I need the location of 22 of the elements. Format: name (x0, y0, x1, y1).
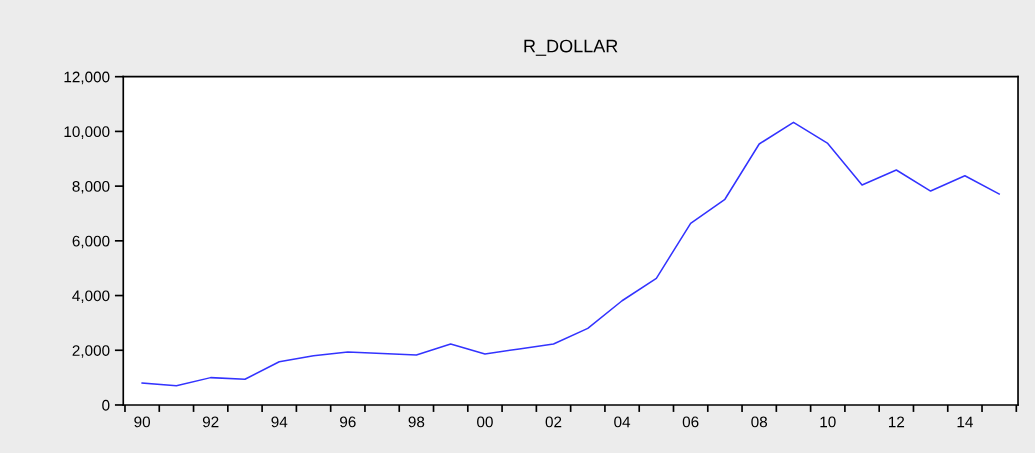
y-tick-label: 12,000 (64, 71, 110, 85)
x-tick-label: 96 (340, 416, 356, 428)
x-tick-label: 14 (957, 416, 973, 428)
x-tick-label: 04 (614, 416, 631, 428)
x-tick-label: 10 (820, 416, 836, 428)
x-tick-label: 06 (682, 416, 699, 428)
x-tick-label: 98 (408, 416, 425, 428)
y-tick-label: 0 (102, 399, 110, 411)
y-tick-label: 6,000 (72, 235, 110, 249)
y-tick-label: 8,000 (72, 180, 110, 194)
x-tick-label: 02 (545, 416, 562, 428)
x-tick-label: 00 (477, 416, 493, 428)
x-tick-label: 12 (888, 416, 905, 428)
x-tick-label: 90 (134, 416, 151, 428)
x-tick-label: 92 (202, 416, 219, 428)
y-tick-label: 10,000 (64, 126, 110, 139)
y-tick-label: 4,000 (72, 290, 110, 304)
x-tick-label: 08 (751, 416, 768, 428)
y-tick-label: 2,000 (72, 345, 110, 358)
chart-title: R_DOLLAR (524, 39, 618, 56)
line-series (141, 121, 1000, 387)
x-tick-label: 94 (271, 416, 288, 428)
